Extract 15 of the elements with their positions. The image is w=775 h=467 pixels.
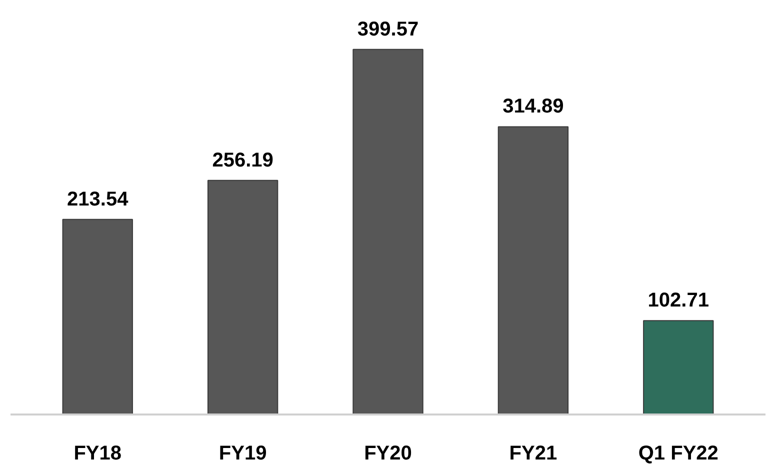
x-tick-label: FY20 [364, 442, 412, 464]
bar [498, 126, 569, 414]
data-label: 256.19 [212, 149, 274, 172]
bar [352, 48, 424, 414]
bar [62, 218, 133, 414]
data-label: 102.71 [648, 290, 709, 312]
x-tick-label: FY21 [509, 442, 558, 464]
x-tick-label: Q1 FY22 [638, 442, 718, 464]
x-tick-label: FY18 [74, 442, 122, 464]
bar [643, 320, 714, 414]
x-tick-label: FY19 [218, 442, 267, 464]
data-label: 399.57 [357, 18, 419, 40]
data-label: 314.89 [502, 96, 564, 118]
data-label: 213.54 [67, 188, 130, 210]
bar [207, 180, 278, 414]
